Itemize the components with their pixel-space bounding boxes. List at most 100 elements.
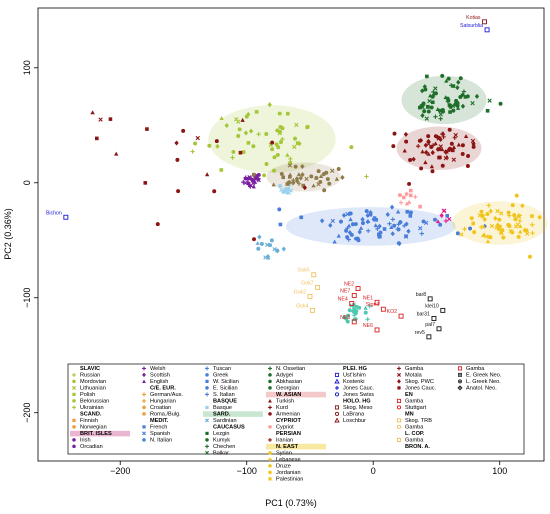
sample-point bbox=[485, 212, 490, 217]
labeled-point-text: Bichon bbox=[46, 210, 62, 216]
sample-point bbox=[288, 161, 293, 165]
sample-point bbox=[439, 212, 444, 218]
labeled-point-marker bbox=[482, 19, 487, 25]
sample-point bbox=[268, 243, 273, 248]
x-axis-label: PC1 (0.73%) bbox=[265, 498, 317, 508]
labeled-point-marker bbox=[431, 315, 437, 321]
cluster-hull bbox=[401, 75, 487, 125]
sample-point bbox=[397, 241, 402, 247]
sample-point bbox=[471, 144, 476, 149]
sample-point bbox=[341, 212, 347, 218]
legend-entry-label: SLAVIC bbox=[80, 366, 100, 372]
labeled-point-marker bbox=[311, 272, 317, 278]
legend-marker bbox=[396, 405, 402, 410]
sample-point bbox=[404, 139, 409, 144]
sample-point bbox=[453, 132, 458, 138]
x-tick-label: −200 bbox=[110, 466, 130, 476]
sample-point bbox=[413, 194, 418, 200]
sample-point bbox=[372, 216, 377, 220]
sample-point bbox=[108, 117, 113, 121]
sample-point bbox=[495, 208, 500, 214]
sample-point bbox=[143, 181, 148, 185]
sample-point bbox=[482, 223, 487, 229]
legend-marker bbox=[268, 412, 272, 416]
legend-marker bbox=[72, 438, 76, 442]
sample-point bbox=[224, 123, 229, 129]
sample-point bbox=[272, 155, 277, 160]
legend-entry-label: Jones Cauc. bbox=[405, 386, 437, 392]
sample-point bbox=[471, 221, 476, 226]
sample-point bbox=[513, 224, 519, 229]
labeled-point-marker bbox=[349, 301, 355, 306]
sample-point bbox=[316, 169, 321, 174]
sample-point bbox=[403, 131, 409, 137]
sample-point bbox=[358, 225, 364, 230]
sample-point bbox=[460, 151, 465, 156]
sample-point bbox=[382, 227, 387, 231]
legend-entry-label: CAUCASUS bbox=[213, 425, 245, 431]
sample-point bbox=[318, 174, 324, 178]
sample-point bbox=[420, 88, 425, 94]
sample-point bbox=[294, 122, 299, 128]
legend-marker bbox=[334, 392, 340, 397]
legend-entry-label: Jones Swiss bbox=[343, 392, 374, 398]
sample-point bbox=[486, 203, 491, 208]
sample-point bbox=[243, 176, 248, 181]
legend-entry-label: PERSIAN bbox=[276, 431, 301, 437]
sample-point bbox=[243, 180, 248, 186]
sample-point bbox=[426, 151, 431, 156]
sample-point bbox=[390, 231, 395, 237]
sample-point bbox=[344, 228, 349, 233]
sample-point bbox=[408, 158, 413, 162]
labeled-point-text: Gok7 bbox=[301, 280, 314, 286]
sample-point bbox=[293, 164, 298, 169]
labeled-point-text: Stgn1 bbox=[366, 302, 380, 308]
sample-point bbox=[254, 110, 259, 114]
sample-point bbox=[248, 128, 254, 134]
sample-point bbox=[251, 184, 256, 189]
sample-point bbox=[436, 136, 442, 141]
legend-marker bbox=[335, 385, 339, 390]
sample-point bbox=[433, 86, 438, 91]
legend-marker bbox=[457, 366, 463, 371]
labeled-point-marker bbox=[351, 292, 357, 298]
sample-point bbox=[368, 209, 373, 216]
sample-point bbox=[231, 149, 236, 154]
legend-marker bbox=[268, 437, 272, 442]
sample-point bbox=[448, 110, 452, 114]
sample-point bbox=[145, 127, 149, 131]
legend-marker bbox=[142, 425, 146, 429]
legend-entry-label: Motala bbox=[405, 373, 423, 379]
legend-entry-label: Anatol. Neo. bbox=[466, 386, 497, 392]
legend-marker bbox=[397, 385, 401, 390]
sample-point bbox=[397, 193, 402, 198]
legend-entry-label: BRON. A. bbox=[405, 444, 430, 450]
sample-point bbox=[408, 210, 413, 215]
sample-point bbox=[114, 151, 119, 156]
legend-marker bbox=[72, 425, 76, 429]
labeled-point-text: KO2 bbox=[387, 309, 397, 315]
legend-entry-label: BASQUE bbox=[213, 399, 237, 405]
legend-band bbox=[266, 443, 326, 450]
axes-layer: −200 −100 0 100 −200 −100 0 100 bbox=[22, 60, 507, 476]
legend-marker bbox=[205, 379, 209, 383]
sample-point bbox=[287, 163, 293, 168]
legend-entry-label: Tuscan bbox=[213, 366, 231, 372]
sample-point bbox=[513, 217, 518, 221]
x-tick-label: 100 bbox=[492, 466, 507, 476]
legend-entry-label: PLEI. HG bbox=[343, 366, 367, 372]
legend-entry-label: Gamba bbox=[405, 438, 424, 444]
labeled-point-marker bbox=[310, 307, 315, 313]
sample-point bbox=[423, 142, 428, 148]
sample-point bbox=[330, 168, 335, 173]
sample-point bbox=[438, 116, 443, 121]
legend-entry-label: Cypriot bbox=[276, 425, 294, 431]
sample-point bbox=[479, 209, 484, 214]
sample-point bbox=[420, 149, 425, 154]
sample-point bbox=[215, 143, 220, 149]
labeled-point-text: NE2 bbox=[344, 282, 354, 288]
legend-marker bbox=[396, 398, 402, 403]
sample-point bbox=[429, 145, 434, 150]
sample-point bbox=[325, 177, 330, 182]
sample-point bbox=[269, 238, 274, 243]
